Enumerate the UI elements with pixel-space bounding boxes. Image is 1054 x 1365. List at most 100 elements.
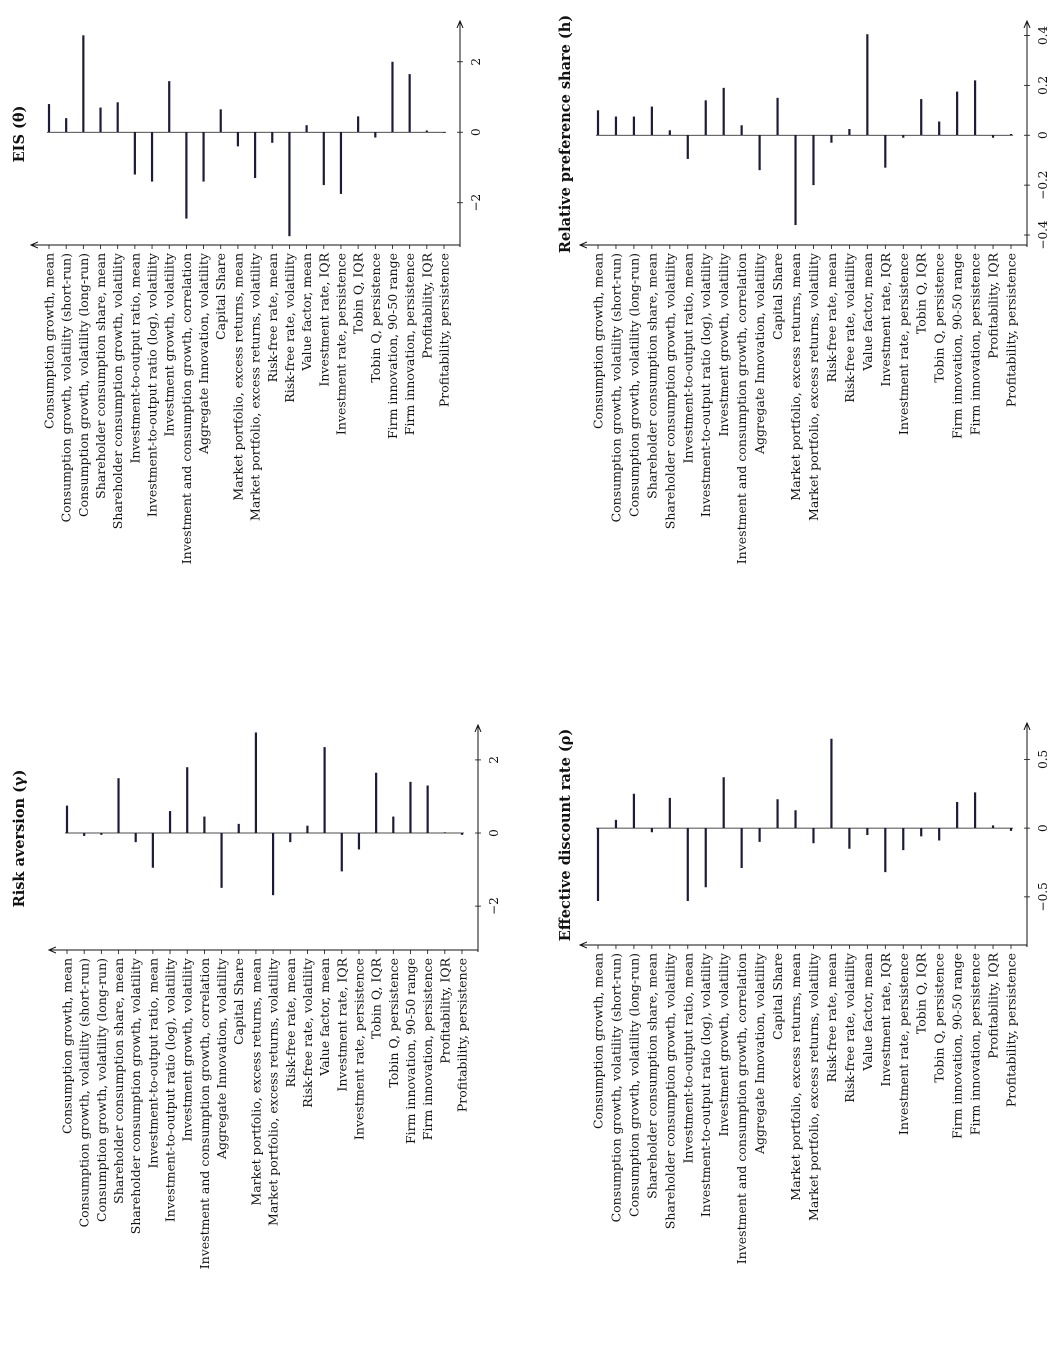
category-label: Investment-to-output ratio (log), volati… (145, 252, 160, 517)
bar-13 (812, 135, 815, 186)
category-label: Risk-free rate, mean (265, 253, 280, 382)
bar-21 (956, 802, 959, 829)
category-label: Firm innovation, 90-50 range (950, 953, 965, 1139)
category-label: Tobin Q, IQR (351, 252, 366, 334)
category-label: Consumption growth, mean (591, 953, 606, 1129)
bar-23 (443, 832, 446, 834)
bar-19 (375, 772, 378, 834)
category-label: Risk-free rate, mean (824, 253, 839, 382)
value-tick-label: 0 (469, 128, 483, 136)
bar-4 (99, 107, 102, 133)
bar-11 (219, 109, 222, 133)
bar-14 (830, 135, 833, 143)
category-label: Market portfolio, excess returns, volati… (266, 957, 281, 1226)
bar-8 (722, 87, 725, 136)
bar-14 (830, 738, 833, 829)
category-label: Market portfolio, excess returns, volati… (806, 252, 821, 521)
bar-4 (650, 828, 653, 833)
category-label: Capital Share (770, 253, 785, 340)
bar-13 (271, 833, 275, 896)
chart-panel-3: Consumption growth, mean Consumption grow… (557, 723, 1050, 1264)
bar-24 (460, 833, 464, 835)
bar-17 (322, 132, 325, 186)
category-label: Firm innovation, persistence (968, 253, 983, 435)
category-label: Investment growth, volatility (180, 957, 195, 1141)
bar-11 (776, 97, 779, 136)
value-tick-label: 0.5 (1036, 750, 1050, 769)
bar-20 (938, 121, 941, 136)
bar-24 (1009, 134, 1013, 136)
bar-7 (168, 811, 172, 834)
category-label: Profitability, persistence (437, 253, 452, 407)
category-label: Market portfolio, excess returns, volati… (806, 952, 821, 1221)
bar-15 (288, 132, 291, 237)
category-label: Profitability, IQR (986, 952, 1001, 1058)
value-tick-label: 0.4 (1036, 26, 1050, 45)
category-label: Investment and consumption growth, corre… (734, 953, 749, 1264)
category-label: Risk-free rate, volatility (282, 252, 297, 403)
category-label: Risk-free rate, volatility (842, 952, 857, 1103)
category-label: Shareholder consumption growth, volatili… (110, 252, 125, 529)
bar-7 (150, 132, 154, 182)
bar-13 (812, 828, 815, 844)
category-label: Investment-to-output ratio, mean (127, 253, 142, 464)
bar-17 (340, 833, 343, 872)
value-tick-label: 0 (1036, 824, 1050, 832)
bar-16 (305, 125, 308, 133)
bar-21 (391, 61, 394, 133)
category-label: Tobin Q, persistence (932, 953, 947, 1083)
bar-20 (392, 816, 395, 834)
category-label: Risk-free rate, mean (283, 958, 298, 1087)
bar-19 (920, 828, 923, 837)
bar-10 (758, 135, 761, 171)
bar-5 (668, 797, 671, 829)
bar-23 (425, 130, 428, 133)
category-label: Investment growth, volatility (716, 252, 731, 436)
bar-24 (1009, 828, 1013, 831)
bar-16 (323, 747, 326, 834)
bar-21 (409, 781, 412, 834)
bar-1 (596, 828, 600, 901)
bar-7 (704, 828, 707, 888)
category-label: Firm innovation, 90-50 range (950, 253, 965, 439)
bar-22 (973, 80, 977, 136)
value-tick-label: 2 (469, 58, 483, 66)
category-label: Aggregate Innovation, volatility (214, 957, 229, 1160)
category-label: Capital Share (231, 958, 246, 1045)
category-label: Investment rate, IQR (316, 252, 331, 386)
bar-22 (426, 785, 429, 834)
bar-16 (866, 828, 869, 835)
bar-18 (339, 132, 343, 194)
category-label: Value factor, mean (860, 253, 875, 372)
category-label: Capital Share (213, 253, 228, 340)
panel-title: Effective discount rate (ρ) (557, 729, 574, 941)
bar-10 (758, 828, 761, 842)
bar-3 (100, 833, 103, 835)
category-label: Investment and consumption growth, corre… (197, 958, 212, 1269)
value-tick-label: −2 (487, 897, 501, 915)
bar-11 (776, 799, 779, 829)
bar-9 (185, 132, 188, 219)
category-label: Aggregate Innovation, volatility (752, 252, 767, 455)
category-label: Investment rate, IQR (878, 252, 893, 386)
category-label: Tobin Q, persistence (932, 253, 947, 383)
bar-1 (596, 110, 600, 136)
bar-14 (289, 833, 292, 843)
bar-5 (116, 102, 119, 133)
category-label: Investment rate, persistence (351, 958, 366, 1140)
bar-8 (722, 777, 725, 829)
bar-12 (236, 132, 240, 147)
category-label: Investment and consumption growth, corre… (734, 253, 749, 564)
category-label: Tobin Q, IQR (914, 952, 929, 1034)
category-label: Tobin Q, IQR (369, 957, 384, 1039)
bar-19 (920, 99, 923, 136)
category-label: Profitability, IQR (986, 252, 1001, 358)
bar-15 (306, 825, 309, 834)
bar-18 (902, 828, 905, 851)
bar-24 (442, 132, 446, 133)
category-label: Investment growth, volatility (716, 952, 731, 1136)
bar-2 (614, 116, 618, 136)
bar-1 (47, 104, 51, 133)
category-label: Consumption growth, mean (591, 253, 606, 429)
category-label: Tobin Q, IQR (914, 252, 929, 334)
